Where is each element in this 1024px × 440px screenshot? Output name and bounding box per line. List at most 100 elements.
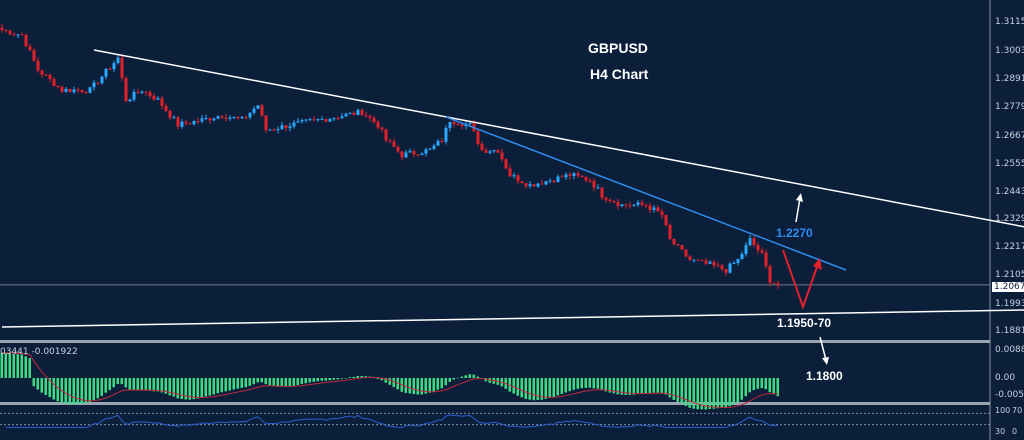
candle: [8, 30, 12, 35]
macd-bar: [468, 374, 471, 378]
macd-bar: [768, 378, 771, 393]
candle: [648, 205, 652, 210]
macd-bar: [452, 378, 455, 380]
candle: [500, 152, 504, 160]
macd-bar: [540, 378, 543, 400]
macd-bar: [136, 378, 139, 391]
macd-bar: [104, 378, 107, 393]
candle: [284, 125, 288, 129]
macd-bar: [620, 378, 623, 395]
candle: [80, 90, 84, 93]
macd-bar: [512, 378, 515, 394]
candle: [488, 151, 492, 153]
macd-bar: [332, 378, 335, 380]
macd-bar: [448, 378, 451, 382]
candle: [308, 119, 312, 121]
candle: [520, 181, 524, 184]
candle: [504, 159, 508, 169]
candle: [4, 30, 8, 32]
scenario-arrow: [782, 249, 819, 311]
price-tick: 1.19930: [995, 299, 1024, 309]
macd-bar: [200, 378, 203, 398]
candle: [60, 86, 64, 92]
rsi-tick: 30: [995, 427, 1006, 436]
candle: [768, 266, 772, 283]
macd-bar: [316, 378, 319, 382]
macd-bar: [360, 375, 363, 378]
macd-bar: [772, 378, 775, 395]
candle: [740, 254, 744, 260]
candle: [304, 119, 308, 121]
macd-bar: [96, 378, 99, 399]
candle: [52, 79, 56, 86]
panel-divider: [0, 402, 990, 405]
arrowhead-icon: [796, 193, 803, 202]
macd-bar: [12, 353, 15, 378]
macd-bar: [264, 378, 267, 385]
macd-bar: [272, 378, 275, 387]
macd-bar: [276, 378, 279, 387]
candle: [536, 183, 540, 187]
candle: [756, 244, 760, 251]
macd-bar: [216, 378, 219, 394]
candle: [40, 70, 44, 75]
macd-bar: [232, 378, 235, 390]
trendline-upper-channel: [93, 49, 1024, 228]
candle: [588, 180, 592, 182]
macd-bar: [672, 378, 675, 400]
macd-bar: [684, 378, 687, 406]
candle: [776, 283, 780, 286]
macd-bar: [764, 378, 767, 390]
macd-bar: [612, 378, 615, 394]
macd-bar: [308, 378, 311, 383]
candle: [28, 46, 32, 51]
candle: [292, 122, 296, 127]
candle: [664, 215, 668, 225]
macd-bar: [776, 378, 779, 397]
candle: [752, 238, 756, 245]
macd-bar: [344, 377, 347, 379]
candle: [0, 27, 4, 31]
macd-bar: [760, 378, 763, 389]
macd-bar: [20, 354, 23, 378]
candle: [64, 88, 68, 92]
candle: [12, 34, 16, 36]
resistance-label: 1.2270: [776, 226, 813, 240]
candle: [216, 116, 220, 119]
macd-bar: [580, 378, 583, 389]
candle: [44, 74, 48, 76]
macd-bar: [488, 378, 491, 383]
candle: [336, 118, 340, 120]
candle: [180, 121, 184, 127]
candle: [104, 68, 108, 77]
candle: [636, 202, 640, 205]
macd-bar: [248, 378, 251, 386]
candle: [88, 87, 92, 93]
macd-bar: [668, 378, 671, 398]
candle: [484, 150, 488, 153]
macd-bar: [40, 378, 43, 393]
macd-bar: [748, 378, 751, 393]
macd-bar: [292, 378, 295, 386]
candle: [56, 85, 60, 87]
candle: [36, 60, 40, 71]
candle: [320, 119, 324, 121]
up-arrow: [795, 197, 801, 223]
macd-bar: [56, 378, 59, 402]
macd-bar: [548, 378, 551, 398]
candle: [720, 265, 724, 270]
macd-bar: [736, 378, 739, 403]
candle: [524, 183, 528, 187]
candle: [344, 113, 348, 117]
macd-bar: [44, 378, 47, 395]
macd-bar: [204, 378, 207, 397]
macd-bar: [420, 378, 423, 395]
macd-bar: [676, 378, 679, 402]
macd-bar: [288, 378, 291, 387]
price-tick: 1.22170: [995, 242, 1024, 252]
macd-values: 03441 -0.001922: [0, 347, 78, 357]
candle: [680, 245, 684, 250]
candle: [116, 57, 120, 64]
macd-bar: [4, 352, 7, 378]
